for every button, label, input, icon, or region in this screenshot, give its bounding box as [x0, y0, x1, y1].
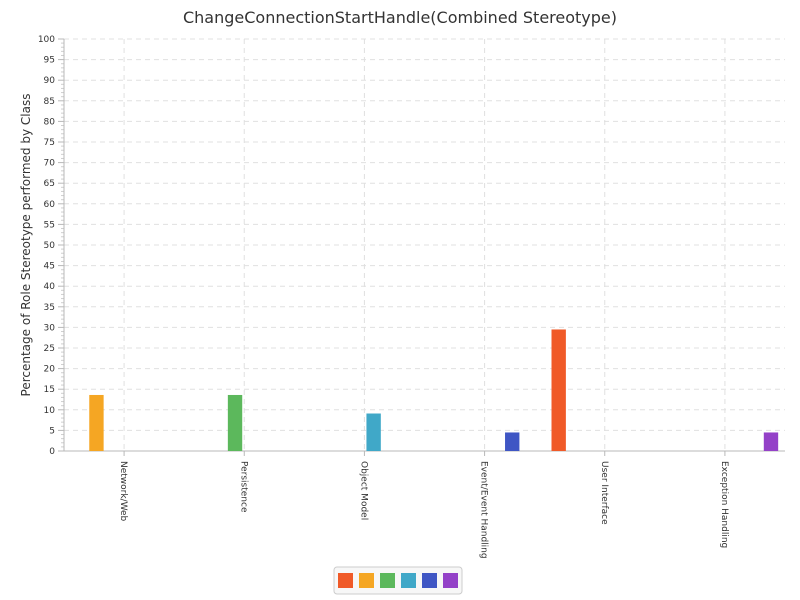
- y-tick-label: 15: [44, 385, 55, 395]
- x-tick-label: Object Model: [358, 461, 368, 520]
- y-tick-label: 0: [49, 447, 55, 457]
- y-tick-label: 25: [44, 344, 55, 354]
- y-tick-label: 40: [44, 282, 56, 292]
- y-tick-label: 50: [44, 241, 56, 251]
- y-tick-label: 70: [44, 159, 56, 169]
- chart-title: ChangeConnectionStartHandle(Combined Ste…: [183, 8, 617, 27]
- legend: [333, 566, 463, 595]
- y-tick-label: 55: [44, 220, 55, 230]
- legend-swatch: [422, 573, 437, 588]
- bar: [227, 394, 243, 451]
- y-tick-label: 100: [38, 35, 55, 45]
- x-tick-label: Exception Handling: [719, 461, 729, 548]
- y-tick-label: 35: [44, 303, 55, 313]
- legend-swatch: [380, 573, 395, 588]
- y-tick-label: 95: [44, 56, 55, 66]
- y-tick-label: 85: [44, 97, 55, 107]
- bar: [505, 432, 520, 451]
- grid-lines: [64, 38, 785, 451]
- legend-swatch: [401, 573, 416, 588]
- x-tick-label: Persistence: [238, 461, 248, 513]
- bar: [366, 413, 381, 451]
- x-tick-label: Network/Web: [118, 461, 128, 522]
- y-tick-label: 65: [44, 179, 55, 189]
- y-tick-label: 90: [44, 76, 56, 86]
- y-tick-label: 60: [44, 200, 56, 210]
- axes: 0 5 10 15 20 25 30 35 40 45 50 55 60 65 70 75 80 85 90 95 10…: [38, 35, 785, 457]
- y-tick-label: 20: [44, 365, 56, 375]
- y-tick-label: 80: [44, 117, 56, 127]
- legend-swatch: [443, 573, 458, 588]
- bars: [89, 329, 779, 451]
- x-tick-labels: Network/Web Persistence Object Model Event/…: [118, 461, 729, 559]
- y-tick-label: 45: [44, 262, 55, 272]
- y-tick-label: 75: [44, 138, 55, 148]
- bar: [89, 394, 104, 451]
- bar: [551, 329, 566, 451]
- legend-swatch: [359, 573, 374, 588]
- x-tick-label: Event/Event Handling: [479, 461, 489, 559]
- y-tick-label: 30: [44, 323, 56, 333]
- bar: [763, 432, 779, 451]
- legend-swatch: [338, 573, 353, 588]
- y-axis-label: Percentage of Role Stereotype performed …: [19, 94, 33, 397]
- x-tick-label: User Interface: [599, 461, 609, 525]
- legend-frame: [333, 566, 463, 595]
- y-tick-label: 10: [44, 406, 56, 416]
- y-tick-label: 5: [49, 426, 55, 436]
